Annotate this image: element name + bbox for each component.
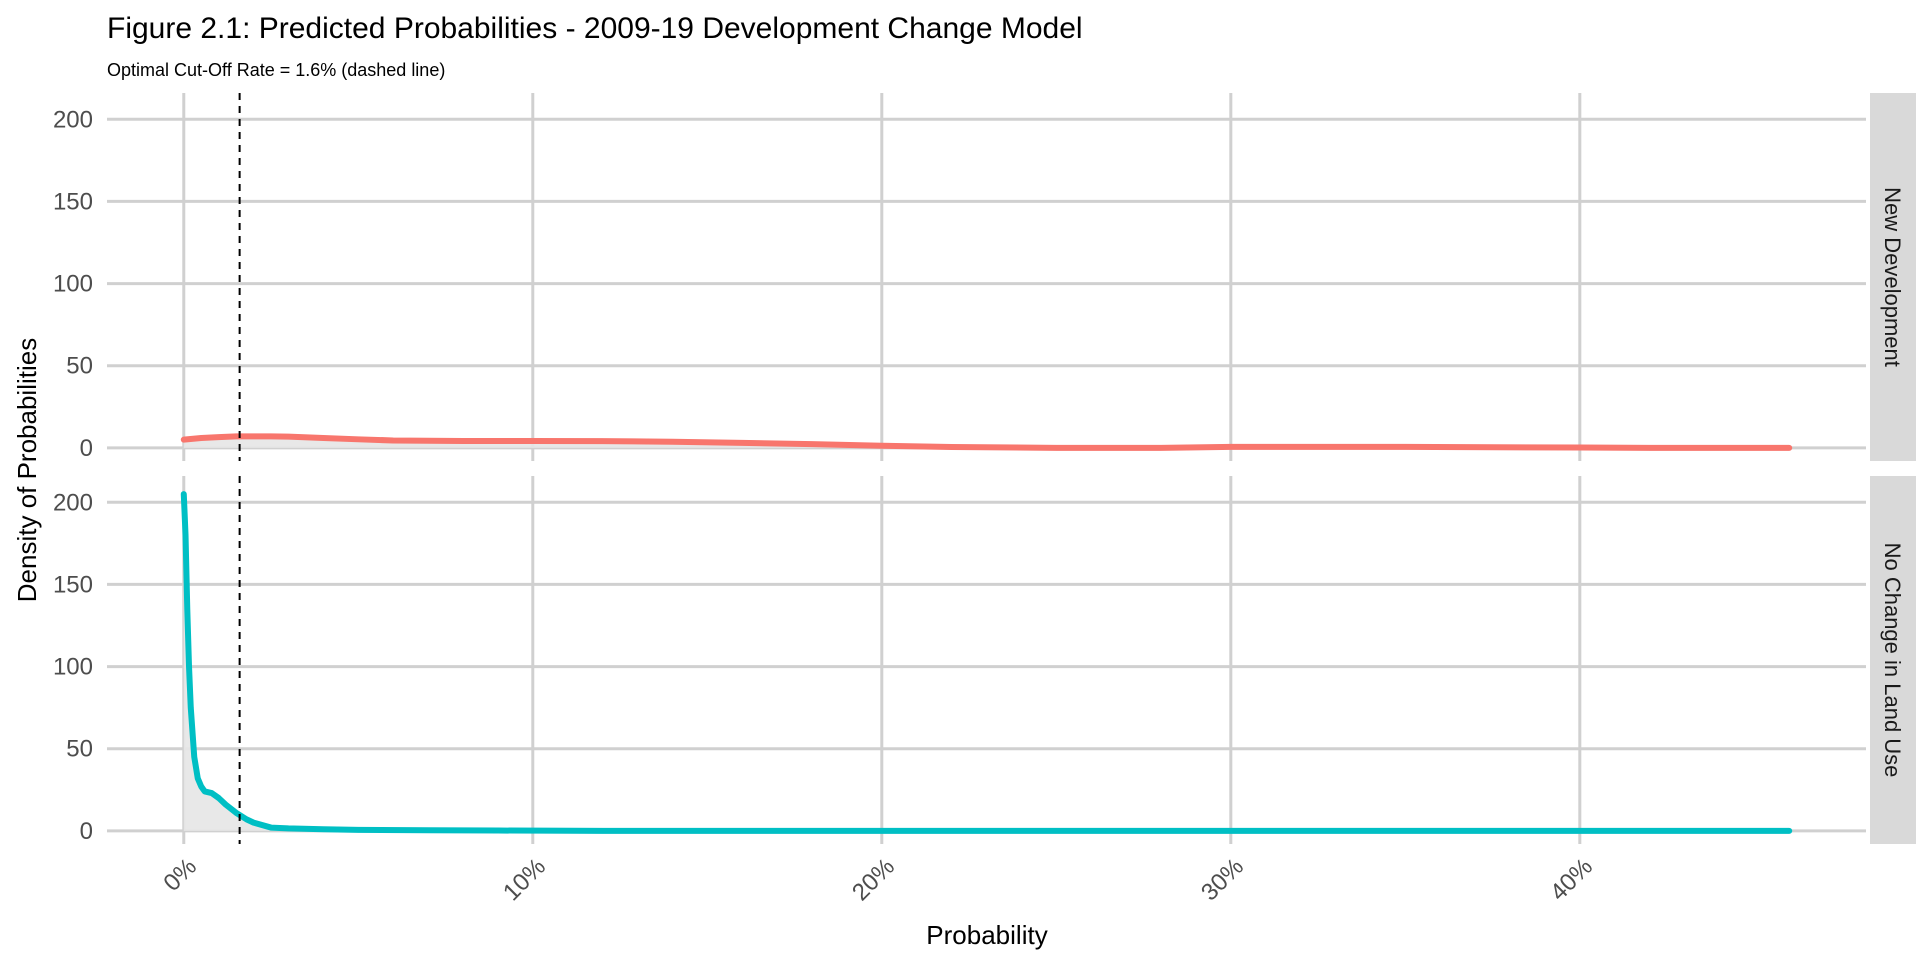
- facet-strip-label: No Change in Land Use: [1880, 543, 1905, 778]
- chart-title: Figure 2.1: Predicted Probabilities - 20…: [107, 12, 1083, 45]
- facet-panel: 0 50 100 150 200 New Development: [53, 93, 1916, 462]
- x-tick-label: 10%: [498, 853, 551, 906]
- y-tick-label: 200: [53, 489, 93, 516]
- facet-strip: [1870, 476, 1916, 844]
- y-axis-title: Density of Probabilities: [12, 338, 42, 602]
- chart-subtitle: Optimal Cut-Off Rate = 1.6% (dashed line…: [107, 60, 445, 80]
- y-tick-label: 150: [53, 188, 93, 215]
- density-area: [183, 436, 1790, 448]
- y-tick-label: 0: [80, 435, 93, 462]
- x-tick-label: 20%: [847, 853, 900, 906]
- y-tick-label: 100: [53, 654, 93, 681]
- density-line: [180, 491, 1793, 834]
- facet-strip-label: New Development: [1880, 187, 1905, 367]
- x-axis: 0% 10% 20% 30% 40%: [158, 853, 1598, 906]
- y-tick-label: 100: [53, 271, 93, 298]
- x-tick-label: 30%: [1196, 853, 1249, 906]
- y-tick-label: 150: [53, 571, 93, 598]
- facet-panel: 0 50 100 150 200 No Change in Land Use: [53, 476, 1916, 845]
- x-axis-title: Probability: [926, 920, 1047, 950]
- y-tick-label: 0: [80, 818, 93, 845]
- x-tick-label: 40%: [1545, 853, 1598, 906]
- facet-panels: 0 50 100 150 200 New Development 0 50 100 150 200 N…: [53, 93, 1916, 906]
- density-line: [180, 433, 1793, 451]
- y-tick-label: 200: [53, 106, 93, 133]
- facet-strip: [1870, 93, 1916, 461]
- density-area: [183, 494, 1790, 831]
- x-tick-label: 0%: [158, 853, 202, 897]
- y-tick-label: 50: [66, 353, 93, 380]
- y-tick-label: 50: [66, 736, 93, 763]
